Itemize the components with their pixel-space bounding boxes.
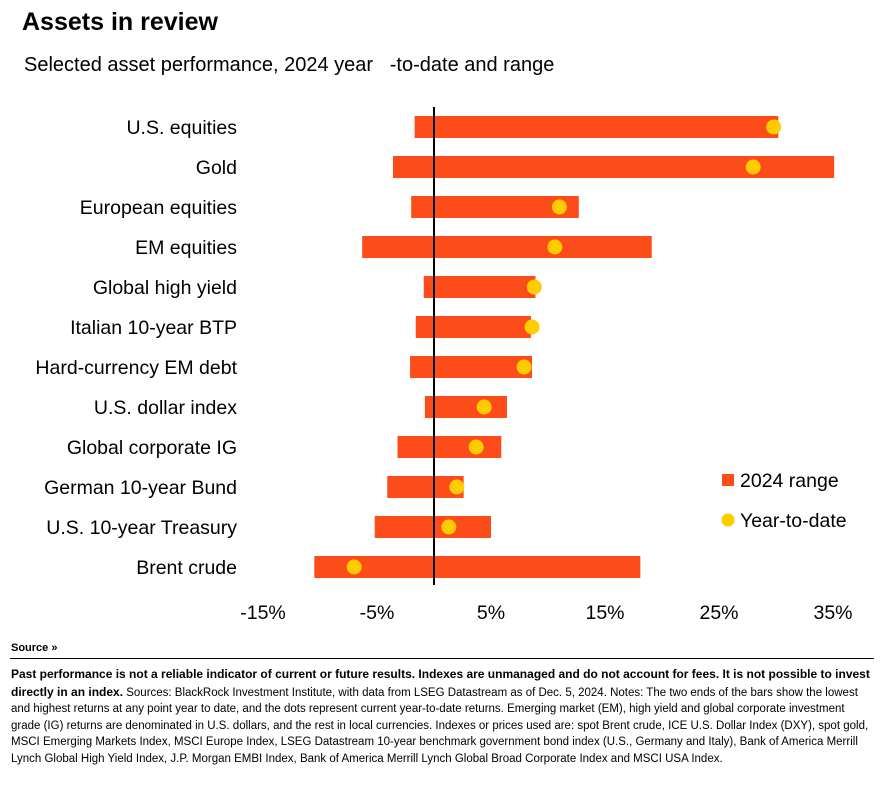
legend-ytd-label: Year-to-date: [740, 510, 847, 532]
category-label: U.S. 10-year Treasury: [46, 517, 237, 539]
legend: 2024 range Year-to-date: [721, 470, 847, 532]
x-tick-label: 15%: [585, 602, 624, 624]
range-bar: [411, 196, 579, 218]
x-tick-label: 5%: [477, 602, 505, 624]
chevron-double-down-icon: »: [51, 642, 58, 654]
category-label: U.S. dollar index: [94, 397, 237, 419]
source-notes-text: Sources: BlackRock Investment Institute,…: [11, 686, 869, 765]
ytd-dot: [526, 279, 542, 295]
ytd-dot: [516, 359, 532, 375]
chart-subtitle: Selected asset performance, 2024 year -t…: [24, 54, 555, 76]
category-label: U.S. equities: [126, 117, 237, 139]
ytd-dot: [449, 479, 465, 495]
range-bar: [387, 476, 464, 498]
x-tick-label: 35%: [813, 602, 852, 624]
range-bar: [423, 276, 536, 298]
source-toggle-label: Source: [11, 642, 49, 654]
range-bar: [362, 236, 652, 258]
x-tick-label: 25%: [699, 602, 738, 624]
category-label: Gold: [196, 157, 237, 179]
category-labels-layer: U.S. equities Gold European equities EM equ…: [35, 117, 237, 579]
ytd-dot: [547, 239, 563, 255]
range-bars-layer: [314, 116, 835, 578]
ytd-dots-layer: [346, 119, 782, 575]
category-label: Brent crude: [136, 557, 237, 579]
ytd-dot: [346, 559, 362, 575]
range-bar: [414, 116, 779, 138]
range-bar: [415, 316, 531, 338]
ytd-dot: [766, 119, 782, 135]
source-divider: [10, 658, 874, 659]
x-tick-label: -15%: [240, 602, 286, 624]
x-axis-ticks-layer: -15% -5% 5% 15% 25% 35%: [240, 602, 852, 624]
ytd-dot: [524, 319, 540, 335]
disclaimer-text: Past performance is not a reliable indic…: [11, 667, 870, 699]
category-label: German 10-year Bund: [44, 477, 237, 499]
source-footnote: Past performance is not a reliable indic…: [11, 666, 873, 767]
x-tick-label: -5%: [360, 602, 395, 624]
category-label: European equities: [80, 197, 237, 219]
category-label: Global high yield: [93, 277, 237, 299]
ytd-dot: [441, 519, 457, 535]
asset-range-chart: U.S. equities Gold European equities EM equ…: [35, 107, 853, 624]
range-bar: [314, 556, 641, 578]
category-label: Hard-currency EM debt: [35, 357, 237, 379]
legend-ytd-swatch: [721, 513, 735, 527]
legend-range-swatch: [722, 474, 734, 486]
range-bar: [374, 516, 491, 538]
category-label: Italian 10-year BTP: [70, 317, 237, 339]
category-label: EM equities: [135, 237, 237, 259]
ytd-dot: [476, 399, 492, 415]
range-bar: [397, 436, 502, 458]
range-bar: [392, 156, 835, 178]
ytd-dot: [745, 159, 761, 175]
chart-title: Assets in review: [22, 8, 218, 36]
ytd-dot: [551, 199, 567, 215]
legend-range-label: 2024 range: [740, 470, 839, 492]
category-label: Global corporate IG: [67, 437, 237, 459]
source-toggle-button[interactable]: Source »: [11, 642, 57, 654]
range-bar: [410, 356, 533, 378]
ytd-dot: [468, 439, 484, 455]
range-bar: [424, 396, 507, 418]
